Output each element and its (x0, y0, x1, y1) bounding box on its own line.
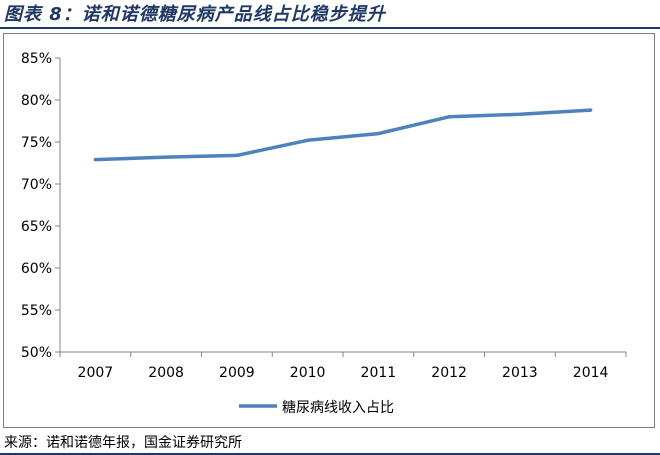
x-tick-label: 2009 (219, 365, 255, 381)
data-point (306, 138, 310, 142)
y-tick-label: 55% (21, 303, 52, 319)
x-tick-label: 2014 (573, 365, 609, 381)
data-point (235, 153, 239, 157)
chart-frame: 50% 55% 60% 65% 70% 75% 80% 85% 2007 2008 2009 201… (3, 33, 655, 428)
bottom-rule (0, 453, 660, 455)
x-tick-label: 2013 (502, 365, 538, 381)
x-tick-label: 2010 (290, 365, 326, 381)
title-rule (0, 27, 660, 29)
series-line (93, 108, 593, 162)
data-point (589, 108, 593, 112)
data-point (447, 115, 451, 119)
y-tick-label: 60% (21, 261, 52, 277)
y-tick-label: 80% (21, 93, 52, 109)
y-tick-label: 70% (21, 177, 52, 193)
y-tick-label: 65% (21, 219, 52, 235)
y-tick-label: 75% (21, 135, 52, 151)
x-tick-label: 2007 (78, 365, 114, 381)
series-group (93, 108, 593, 162)
data-point (93, 158, 97, 162)
data-point (164, 155, 168, 159)
legend-label: 糖尿病线收入占比 (282, 400, 394, 416)
figure-title: 图表 8：诺和诺德糖尿病产品线占比稳步提升 (4, 4, 386, 25)
y-axis: 50% 55% 60% 65% 70% 75% 80% 85% (21, 51, 61, 361)
x-axis: 2007 2008 2009 2010 2011 2012 2013 2014 (59, 351, 627, 381)
legend: 糖尿病线收入占比 (239, 400, 394, 416)
y-tick-label: 50% (21, 345, 52, 361)
source-note: 来源：诺和诺德年报，国金证券研究所 (4, 435, 242, 451)
data-point (518, 112, 522, 116)
y-tick-label: 85% (21, 51, 52, 67)
x-tick-label: 2012 (431, 365, 467, 381)
x-tick-label: 2008 (148, 365, 184, 381)
data-point (376, 132, 380, 136)
line-chart: 50% 55% 60% 65% 70% 75% 80% 85% 2007 2008 2009 201… (21, 51, 627, 416)
x-tick-label: 2011 (361, 365, 397, 381)
